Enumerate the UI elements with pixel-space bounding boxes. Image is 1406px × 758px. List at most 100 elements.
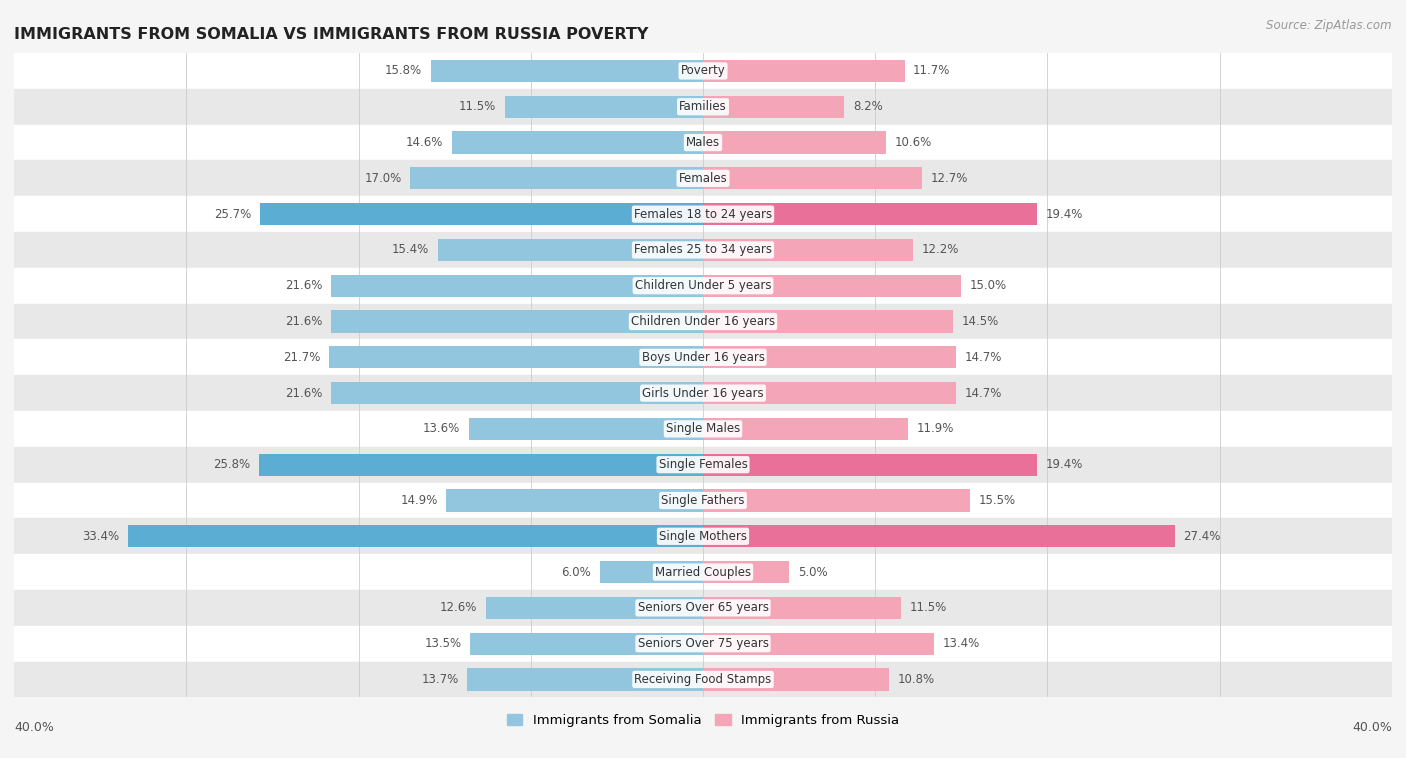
Bar [14,518,1392,554]
Bar [260,203,703,225]
Text: 13.7%: 13.7% [422,673,458,686]
Text: Females: Females [679,172,727,185]
Bar [14,590,1392,626]
Bar [14,446,1392,483]
Bar [703,274,962,297]
Bar [14,626,1392,662]
Bar [14,375,1392,411]
Bar [703,418,908,440]
Text: Females 18 to 24 years: Females 18 to 24 years [634,208,772,221]
Text: 12.7%: 12.7% [931,172,967,185]
Text: IMMIGRANTS FROM SOMALIA VS IMMIGRANTS FROM RUSSIA POVERTY: IMMIGRANTS FROM SOMALIA VS IMMIGRANTS FR… [14,27,648,42]
Bar [14,232,1392,268]
Text: 11.9%: 11.9% [917,422,953,435]
Text: 14.7%: 14.7% [965,351,1002,364]
Text: 17.0%: 17.0% [364,172,402,185]
Bar [471,633,703,655]
Bar [14,411,1392,446]
Text: 33.4%: 33.4% [82,530,120,543]
Bar [14,268,1392,304]
Text: 11.5%: 11.5% [460,100,496,113]
Bar [703,239,912,261]
Text: Girls Under 16 years: Girls Under 16 years [643,387,763,399]
Bar [329,346,703,368]
Text: Families: Families [679,100,727,113]
Text: 15.5%: 15.5% [979,494,1015,507]
Bar [486,597,703,619]
Bar [14,662,1392,697]
Bar [430,60,703,82]
Bar [330,274,703,297]
Bar [451,131,703,154]
Bar [128,525,703,547]
Bar [703,525,1175,547]
Bar [703,203,1038,225]
Text: Children Under 16 years: Children Under 16 years [631,315,775,328]
Bar [703,96,844,117]
Bar [330,382,703,404]
Bar [703,131,886,154]
Bar [599,561,703,583]
Text: 13.5%: 13.5% [425,637,461,650]
Bar [703,382,956,404]
Text: Males: Males [686,136,720,149]
Text: 21.6%: 21.6% [285,387,322,399]
Text: Single Mothers: Single Mothers [659,530,747,543]
Bar [505,96,703,117]
Text: 14.7%: 14.7% [965,387,1002,399]
Bar [14,340,1392,375]
Text: Single Fathers: Single Fathers [661,494,745,507]
Text: 11.7%: 11.7% [912,64,950,77]
Text: 40.0%: 40.0% [14,721,53,735]
Bar [411,168,703,190]
Bar [14,196,1392,232]
Text: 15.4%: 15.4% [392,243,429,256]
Text: 15.0%: 15.0% [970,279,1007,293]
Bar [14,483,1392,518]
Bar [703,168,922,190]
Text: 19.4%: 19.4% [1046,458,1083,471]
Text: Seniors Over 75 years: Seniors Over 75 years [637,637,769,650]
Bar [437,239,703,261]
Text: 21.6%: 21.6% [285,315,322,328]
Bar [703,669,889,691]
Text: 19.4%: 19.4% [1046,208,1083,221]
Bar [703,561,789,583]
Text: Seniors Over 65 years: Seniors Over 65 years [637,601,769,615]
Bar [468,418,703,440]
Bar [703,346,956,368]
Bar [14,124,1392,161]
Text: Females 25 to 34 years: Females 25 to 34 years [634,243,772,256]
Text: 21.7%: 21.7% [283,351,321,364]
Text: 27.4%: 27.4% [1184,530,1220,543]
Text: 25.8%: 25.8% [212,458,250,471]
Bar [14,304,1392,340]
Bar [446,490,703,512]
Text: 10.6%: 10.6% [894,136,931,149]
Bar [703,453,1038,476]
Text: Poverty: Poverty [681,64,725,77]
Text: 12.6%: 12.6% [440,601,478,615]
Text: Receiving Food Stamps: Receiving Food Stamps [634,673,772,686]
Text: 25.7%: 25.7% [215,208,252,221]
Bar [703,597,901,619]
Text: 40.0%: 40.0% [1353,721,1392,735]
Text: 12.2%: 12.2% [922,243,959,256]
Text: 13.6%: 13.6% [423,422,460,435]
Text: 14.9%: 14.9% [401,494,437,507]
Bar [703,311,953,333]
Text: 11.5%: 11.5% [910,601,946,615]
Bar [330,311,703,333]
Text: 5.0%: 5.0% [797,565,827,578]
Text: Single Females: Single Females [658,458,748,471]
Text: 8.2%: 8.2% [853,100,883,113]
Text: 13.4%: 13.4% [942,637,980,650]
Bar [259,453,703,476]
Bar [703,490,970,512]
Text: Children Under 5 years: Children Under 5 years [634,279,772,293]
Text: Source: ZipAtlas.com: Source: ZipAtlas.com [1267,19,1392,32]
Bar [14,554,1392,590]
Text: 21.6%: 21.6% [285,279,322,293]
Text: 14.6%: 14.6% [405,136,443,149]
Text: Single Males: Single Males [666,422,740,435]
